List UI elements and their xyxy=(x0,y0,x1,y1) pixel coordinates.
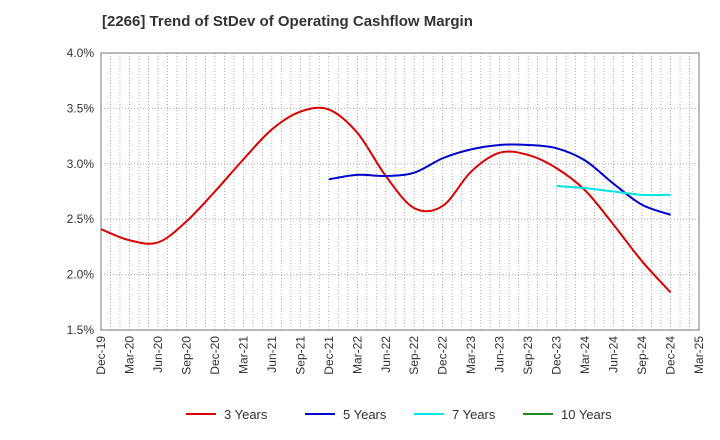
x-tick-label: Dec-23 xyxy=(550,336,564,375)
x-tick-label: Mar-20 xyxy=(122,336,136,374)
x-tick-label: Jun-22 xyxy=(379,336,393,373)
x-tick-label: Jun-21 xyxy=(265,336,279,373)
chart-title: [2266] Trend of StDev of Operating Cashf… xyxy=(102,13,473,30)
x-tick-label: Mar-25 xyxy=(692,336,706,374)
y-tick-label: 2.0% xyxy=(67,268,95,282)
x-tick-label: Sep-24 xyxy=(635,336,649,375)
x-tick-label: Jun-23 xyxy=(493,336,507,373)
y-tick-label: 3.5% xyxy=(67,101,95,115)
x-tick-label: Mar-23 xyxy=(464,336,478,374)
y-tick-label: 4.0% xyxy=(67,46,95,60)
x-tick-label: Sep-22 xyxy=(407,336,421,375)
y-tick-label: 3.0% xyxy=(67,157,95,171)
x-tick-label: Dec-20 xyxy=(208,336,222,375)
legend-label-10-years: 10 Years xyxy=(561,407,612,422)
x-tick-label: Sep-21 xyxy=(293,336,307,375)
x-tick-label: Jun-24 xyxy=(607,336,621,373)
series-line-7-years xyxy=(556,184,671,197)
x-tick-label: Dec-21 xyxy=(322,336,336,375)
legend-label-7-years: 7 Years xyxy=(452,407,496,422)
x-tick-label: Dec-19 xyxy=(94,336,108,375)
axes: 1.5% 2.0% 2.5% 3.0% 3.5% 4.0% Dec-19 Mar-20 Jun-… xyxy=(67,46,706,375)
legend-label-3-years: 3 Years xyxy=(224,407,268,422)
y-tick-label: 1.5% xyxy=(67,323,95,337)
y-tick-label: 2.5% xyxy=(67,212,95,226)
x-tick-label: Dec-22 xyxy=(436,336,450,375)
series-lines xyxy=(100,106,672,294)
x-tick-label: Mar-24 xyxy=(578,336,592,374)
plot-border xyxy=(100,52,700,331)
x-tick-label: Mar-21 xyxy=(236,336,250,374)
legend-label-5-years: 5 Years xyxy=(343,407,387,422)
x-tick-label: Dec-24 xyxy=(664,336,678,375)
legend: 3 Years 5 Years 7 Years 10 Years xyxy=(186,407,612,422)
x-tick-label: Mar-22 xyxy=(350,336,364,374)
x-tick-label: Sep-23 xyxy=(521,336,535,375)
x-tick-label: Jun-20 xyxy=(151,336,165,373)
series-line-5-years xyxy=(328,143,671,216)
x-tick-label: Sep-20 xyxy=(179,336,193,375)
